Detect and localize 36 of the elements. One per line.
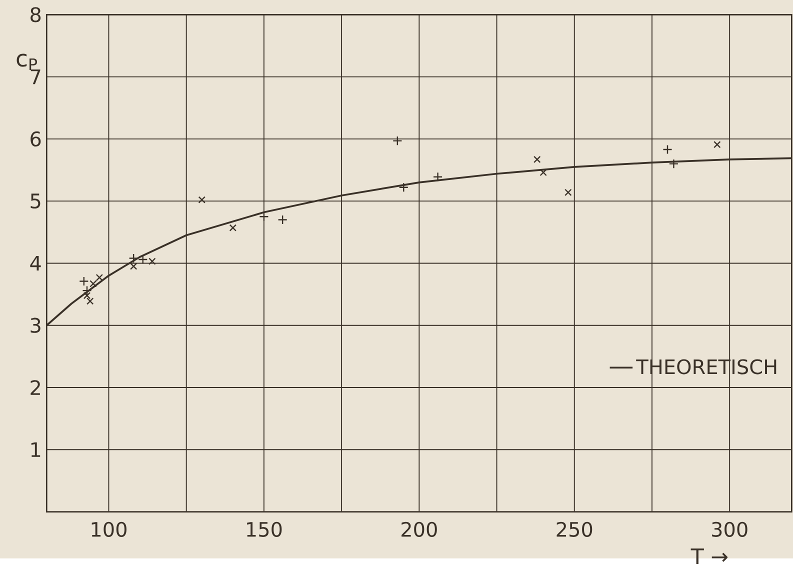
point <box>278 214 288 224</box>
point <box>128 253 138 263</box>
x-tick-label: 250 <box>556 522 592 537</box>
y-tick-label: 3 <box>30 318 40 333</box>
y-tick-label: 2 <box>30 380 40 395</box>
point <box>564 188 572 196</box>
point <box>86 297 94 305</box>
point <box>259 212 269 222</box>
y-tick-label: 6 <box>30 131 41 146</box>
point <box>398 182 409 192</box>
point <box>714 140 721 148</box>
point <box>82 285 92 296</box>
y-tick-label: 7 <box>30 69 40 84</box>
y-tick-label: 4 <box>30 256 41 270</box>
point <box>198 196 206 204</box>
x-tick-label: 300 <box>712 522 748 537</box>
point <box>229 224 237 232</box>
point <box>392 136 402 146</box>
y-tick-label: 8 <box>30 6 41 22</box>
point <box>90 280 97 288</box>
point <box>148 258 156 265</box>
point <box>668 158 679 168</box>
y-tick-label: 1 <box>31 442 40 457</box>
x-tick-label: 100 <box>92 522 126 537</box>
y-axis-title: c$_{P}$ <box>16 54 38 70</box>
point <box>83 292 91 299</box>
point <box>432 172 443 182</box>
point <box>79 276 89 286</box>
x-tick-label: 150 <box>247 522 282 537</box>
x-axis-title: T → <box>690 548 728 564</box>
y-tick-label: 5 <box>30 193 40 208</box>
x-tick-label: 200 <box>402 522 437 537</box>
point <box>534 156 541 163</box>
point <box>130 262 138 270</box>
point <box>96 274 104 281</box>
point <box>662 144 672 154</box>
